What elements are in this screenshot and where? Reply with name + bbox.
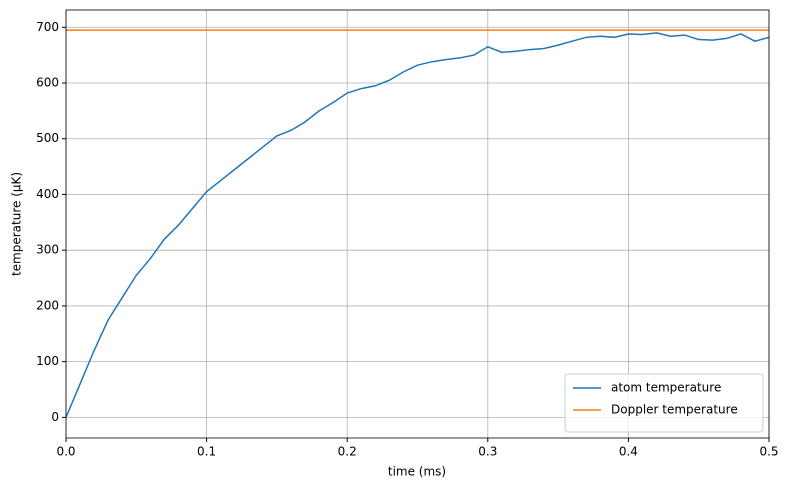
y-tick-label: 0: [51, 410, 59, 424]
y-tick-label: 400: [36, 187, 59, 201]
legend-label: Doppler temperature: [611, 403, 738, 417]
x-tick-label: 0.1: [197, 445, 216, 459]
y-tick-label: 300: [36, 243, 59, 257]
plot-frame: [65, 9, 770, 439]
y-tick-label: 200: [36, 298, 59, 312]
x-axis-label: time (ms): [388, 465, 446, 479]
legend-label: atom temperature: [611, 381, 721, 395]
line: [66, 32, 769, 418]
legend-box: [564, 373, 764, 433]
y-tick-label: 600: [36, 76, 59, 90]
x-tick-label: 0.4: [619, 445, 638, 459]
x-tick-label: 0.3: [478, 445, 497, 459]
y-tick-label: 500: [36, 131, 59, 145]
y-tick-label: 100: [36, 354, 59, 368]
x-tick-label: 0.0: [56, 445, 75, 459]
y-tick-label: 700: [36, 20, 59, 34]
x-tick-label: 0.5: [759, 445, 778, 459]
x-tick-label: 0.2: [338, 445, 357, 459]
y-axis-label: temperature (µK): [10, 172, 24, 276]
